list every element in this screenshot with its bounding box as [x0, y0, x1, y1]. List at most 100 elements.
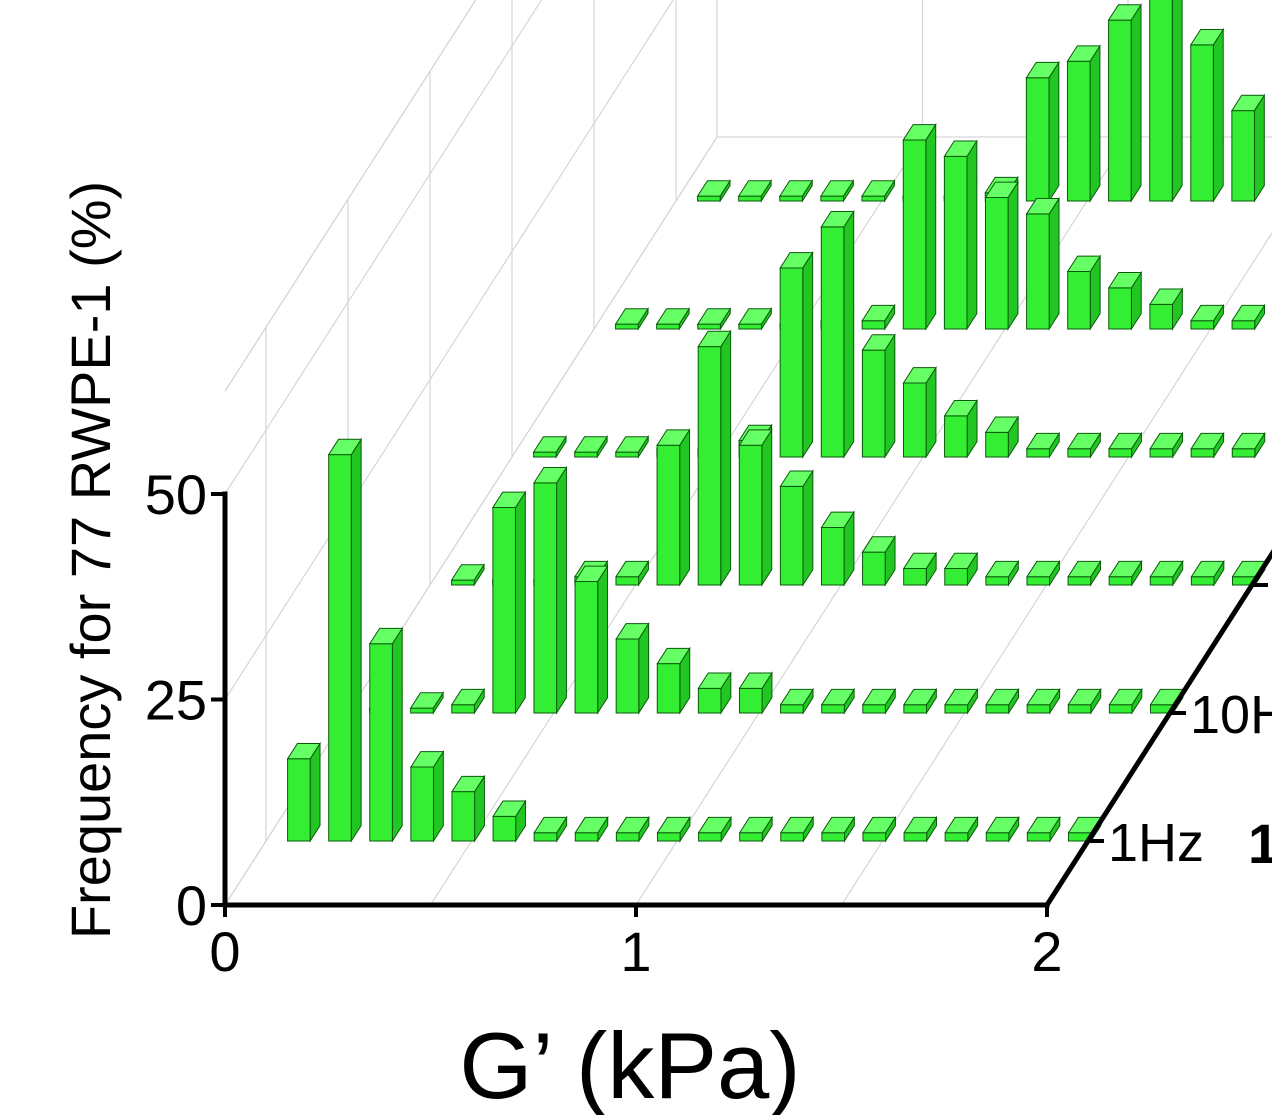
bar-front	[986, 432, 1009, 457]
bar-side	[721, 331, 731, 585]
bar	[1191, 561, 1223, 585]
bar-front	[1191, 577, 1214, 585]
bar	[821, 181, 853, 201]
bar-side	[1090, 46, 1100, 201]
bar-front	[1068, 705, 1091, 713]
bar	[534, 437, 566, 457]
bar-front	[740, 833, 763, 841]
x-tick-label: 2	[1031, 920, 1062, 983]
bar	[1068, 256, 1100, 329]
bar	[1232, 95, 1264, 201]
bar-side	[967, 141, 977, 329]
bar	[411, 693, 443, 713]
bar-front	[1109, 577, 1132, 585]
bar	[1150, 433, 1182, 457]
bar-front	[657, 445, 680, 585]
bar	[1232, 433, 1264, 457]
bar	[575, 566, 607, 713]
bar-side	[1008, 182, 1018, 329]
x-tick-label: 1	[620, 920, 651, 983]
bar-front	[411, 708, 434, 713]
y-tick-label: 25	[145, 669, 207, 732]
bar	[863, 689, 895, 713]
bar	[1027, 817, 1059, 841]
bar-front	[534, 483, 557, 713]
bar-front	[411, 767, 434, 841]
bar-front	[1027, 577, 1050, 585]
bar	[903, 125, 935, 329]
bar	[1027, 689, 1059, 713]
bar	[739, 181, 771, 201]
bar-front	[1068, 449, 1091, 457]
bar-front	[1067, 61, 1090, 201]
bar-front	[986, 833, 1009, 841]
bar	[986, 817, 1018, 841]
bar	[575, 437, 607, 457]
bar	[1232, 305, 1264, 329]
bar-front	[1109, 449, 1132, 457]
bar-front	[904, 833, 927, 841]
bar-front	[780, 268, 803, 457]
bar-front	[452, 792, 475, 841]
bar	[904, 817, 936, 841]
bar-front	[699, 833, 722, 841]
bar	[616, 624, 648, 713]
bar-side	[351, 439, 361, 841]
bar	[739, 309, 771, 329]
bar	[1109, 273, 1141, 329]
bar-front	[1027, 705, 1050, 713]
bar-front	[739, 324, 762, 329]
bar	[903, 368, 935, 457]
bar-side	[1049, 62, 1059, 201]
bar	[1026, 62, 1058, 201]
bar-side	[885, 335, 895, 457]
bar	[822, 817, 854, 841]
bar-front	[945, 833, 968, 841]
bar-front	[1150, 304, 1173, 329]
right-edge-label: 1	[1248, 812, 1272, 875]
bar-front	[781, 705, 804, 713]
bar-side	[803, 253, 813, 457]
bar	[986, 689, 1018, 713]
bar	[493, 801, 525, 841]
bar-front	[821, 196, 844, 201]
bar-front	[575, 833, 598, 841]
bar-front	[739, 445, 762, 585]
x-axis-title: G’ (kPa)	[459, 1013, 800, 1115]
bar-front	[1109, 20, 1132, 201]
bar	[945, 553, 977, 585]
bar-front	[1068, 271, 1091, 329]
bar	[1068, 561, 1100, 585]
bar-front	[862, 196, 885, 201]
bar	[781, 689, 813, 713]
bar-side	[515, 492, 525, 713]
bar	[1027, 433, 1059, 457]
bar-front	[739, 688, 762, 713]
bar-front	[1191, 449, 1214, 457]
bar-front	[863, 552, 886, 585]
bar-side	[1131, 5, 1141, 201]
bar-front	[780, 486, 803, 585]
bar	[821, 512, 853, 585]
bar-front	[698, 688, 721, 713]
bar	[862, 181, 894, 201]
bar-front	[862, 321, 885, 329]
bar	[657, 430, 689, 585]
bar-front	[862, 350, 885, 457]
bar	[781, 817, 813, 841]
bar-front	[985, 197, 1008, 329]
bar	[493, 492, 525, 713]
bar	[1191, 305, 1223, 329]
bar	[780, 471, 812, 585]
bar	[616, 561, 648, 585]
bar-front	[657, 324, 680, 329]
bar-side	[844, 211, 854, 457]
bar	[452, 689, 484, 713]
bar-front	[657, 664, 680, 713]
bar	[698, 331, 730, 585]
bar-front	[944, 156, 967, 329]
bar	[780, 253, 812, 457]
bar-front	[452, 580, 475, 585]
bar	[862, 305, 894, 329]
